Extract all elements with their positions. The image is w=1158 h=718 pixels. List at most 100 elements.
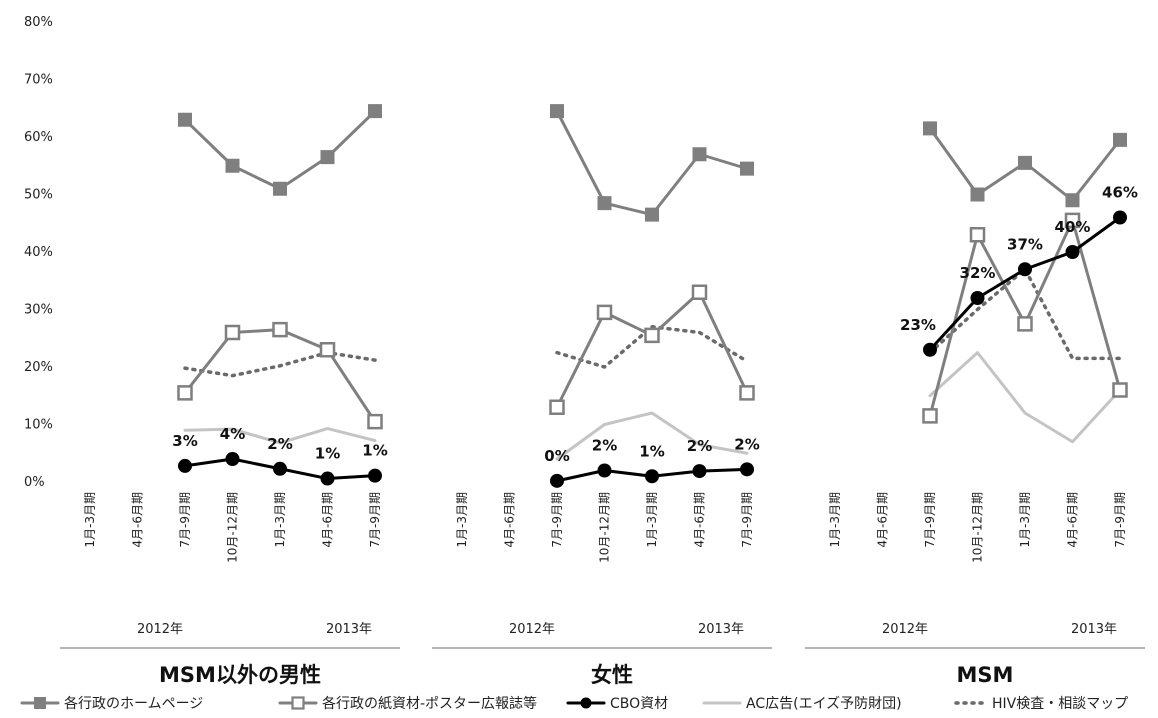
panel-title: MSM <box>957 663 1014 687</box>
data-point <box>225 452 240 466</box>
data-point <box>550 104 564 119</box>
data-point <box>550 473 564 488</box>
series-2: 3% 4% 2% 1% 1% <box>172 425 388 486</box>
data-point <box>1112 382 1128 398</box>
y-tick-label: 30% <box>24 303 53 318</box>
legend-item-1: 各行政の紙資材-ポスター広報誌等 <box>278 695 537 712</box>
x-tick-label: 1月-3月期 <box>273 492 287 548</box>
data-point <box>1065 245 1080 259</box>
x-tick-label: 10月-12月期 <box>971 492 985 563</box>
legend-item-2: CBO資材 <box>566 696 668 712</box>
x-tick-label: 10月-12月期 <box>226 492 240 563</box>
data-point <box>273 461 287 476</box>
series-line <box>555 290 749 409</box>
series-1 <box>922 212 1128 424</box>
data-label: 40% <box>1055 218 1091 236</box>
data-label: 32% <box>960 264 996 282</box>
x-tick-label: 4月-6月期 <box>693 492 707 548</box>
data-label: 3% <box>172 432 197 450</box>
legend-label: 各行政のホームページ <box>64 696 203 712</box>
data-point <box>224 324 241 341</box>
series-line <box>928 267 1122 361</box>
legend-label: AC広告(エイズ予防財団) <box>746 696 902 712</box>
year-label-2013: 2013年 <box>326 622 372 637</box>
legend-marker <box>291 696 305 710</box>
legend-label: HIV検査・相談マップ <box>992 696 1128 712</box>
series-3 <box>183 427 377 445</box>
data-point <box>923 121 937 136</box>
data-label: 37% <box>1007 235 1043 253</box>
data-point <box>273 181 287 196</box>
data-point <box>970 291 985 305</box>
legend-label: 各行政の紙資材-ポスター広報誌等 <box>322 695 537 712</box>
year-label-2012: 2012年 <box>137 622 183 637</box>
data-point <box>319 342 336 358</box>
series-3 <box>555 411 749 461</box>
series-4 <box>183 350 377 378</box>
data-point <box>740 161 754 176</box>
data-point <box>923 342 937 357</box>
data-point <box>1113 132 1127 147</box>
series-2: 0% 2% 1% 2% 2% <box>544 435 760 488</box>
data-point <box>1018 262 1032 277</box>
x-tick-label: 1月-3月期 <box>645 492 659 548</box>
data-label: 4% <box>220 425 245 443</box>
legend-marker <box>580 697 592 709</box>
x-tick-label: 10月-12月期 <box>598 492 612 563</box>
data-point <box>739 385 755 401</box>
data-point <box>740 462 754 477</box>
series-line <box>928 351 1122 444</box>
x-tick-label: 4月-6月期 <box>503 492 517 548</box>
data-point <box>368 468 382 483</box>
x-tick-label: 4月-6月期 <box>1066 492 1080 548</box>
data-label: 23% <box>900 316 936 334</box>
series-0 <box>923 121 1127 208</box>
data-point <box>177 385 193 401</box>
series-0 <box>178 104 382 196</box>
data-point <box>969 227 986 243</box>
data-label: 2% <box>267 435 292 453</box>
data-point <box>597 196 612 211</box>
data-label: 1% <box>639 442 664 460</box>
series-4 <box>928 267 1122 361</box>
data-point <box>320 471 335 486</box>
x-tick-label: 4月-6月期 <box>876 492 890 548</box>
data-point <box>922 408 938 424</box>
data-label: 1% <box>315 445 340 463</box>
data-point <box>691 284 708 300</box>
year-label-2013: 2013年 <box>1071 622 1117 637</box>
data-point <box>1113 210 1127 225</box>
data-point <box>367 413 383 430</box>
x-tick-label: 4月-6月期 <box>131 492 145 548</box>
x-tick-label: 1月-3月期 <box>455 492 469 548</box>
data-point <box>549 399 565 415</box>
series-line <box>183 109 377 191</box>
y-tick-label: 70% <box>24 73 53 88</box>
panel-title: MSM以外の男性 <box>159 663 321 687</box>
series-4 <box>555 325 749 369</box>
data-point <box>644 327 660 344</box>
data-point <box>692 464 707 479</box>
x-tick-label: 7月-9月期 <box>1113 492 1127 548</box>
series-line <box>183 350 377 378</box>
data-point <box>178 112 192 127</box>
series-1 <box>549 284 755 415</box>
data-point <box>1017 316 1033 332</box>
x-tick-label: 1月-3月期 <box>83 492 97 548</box>
legend-item-4: HIV検査・相談マップ <box>954 696 1128 712</box>
y-tick-label: 60% <box>24 130 53 145</box>
x-tick-label: 4月-6月期 <box>321 492 335 548</box>
data-point <box>596 304 613 321</box>
y-tick-label: 10% <box>24 418 53 433</box>
x-tick-label: 7月-9月期 <box>178 492 192 548</box>
data-point <box>320 150 335 165</box>
data-point <box>1064 212 1081 229</box>
x-tick-label: 7月-9月期 <box>740 492 754 548</box>
data-point <box>272 321 288 338</box>
data-point <box>645 207 659 222</box>
data-label: 2% <box>734 435 759 453</box>
series-line <box>555 411 749 461</box>
series-line <box>183 427 377 445</box>
data-point <box>368 104 382 119</box>
data-point <box>1018 155 1032 170</box>
